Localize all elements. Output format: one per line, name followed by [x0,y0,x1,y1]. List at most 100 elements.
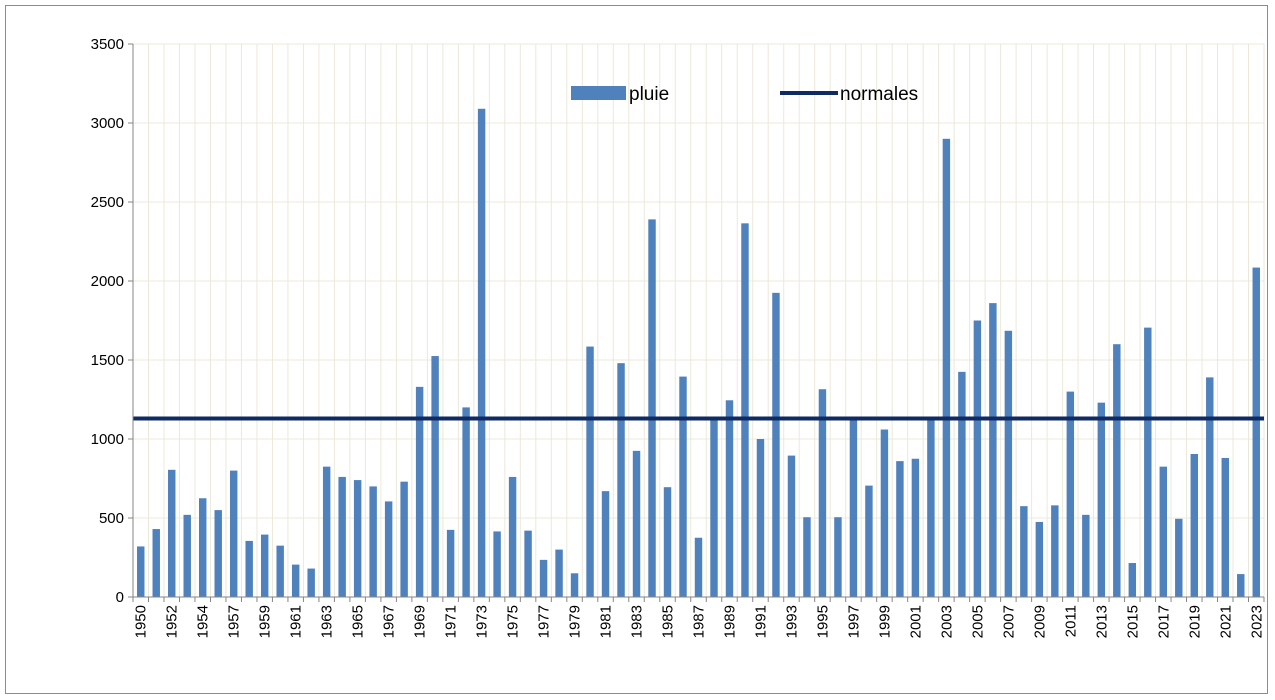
x-tick-label: 1961 [288,605,305,638]
x-tick-label: 1952 [164,605,181,638]
bar-1952 [168,469,176,597]
bar-2000 [896,461,904,597]
x-tick-label: 1969 [412,605,429,638]
bar-1965 [353,480,362,597]
bar-1975 [508,476,517,597]
x-tick-label: 1975 [505,605,522,638]
x-tick-label: 1963 [319,605,336,638]
bar-1969 [415,386,424,597]
bar-1970 [431,356,439,597]
bar-2005 [973,320,982,597]
bar-1957 [229,470,238,597]
x-tick-label: 1991 [752,605,769,638]
x-tick-label: 2019 [1186,605,1203,638]
bar-2021 [1221,457,1229,597]
bar-1951 [152,529,160,597]
x-tick-label: 2009 [1031,605,1048,638]
y-tick-label: 3500 [91,36,124,53]
x-tick-label: 2007 [1000,605,1017,638]
x-tick-label: 2001 [907,605,924,638]
bar-2001 [911,458,920,597]
y-tick-label: 500 [99,510,124,527]
x-tick-label: 2013 [1093,605,1110,638]
x-tick-label: 1965 [350,605,367,638]
bar-2019 [1190,454,1198,597]
bar-1959 [260,534,269,597]
bar-1987 [694,537,703,597]
bar-2011 [1066,391,1075,597]
legend-swatch-pluie [571,86,626,100]
x-tick-label: 1993 [783,605,800,638]
bar-1964 [338,476,346,597]
x-tick-label: 2015 [1124,605,1141,638]
bar-1955 [214,510,222,597]
x-tick-label: 1959 [257,605,274,638]
bar-2009 [1035,521,1044,597]
grid-layer [132,43,1265,598]
bar-1954 [199,498,207,597]
bar-1971 [446,529,455,597]
x-tick-label: 1957 [226,605,243,638]
bar-1958 [245,540,253,597]
bar-2003 [942,138,951,598]
bar-1953 [183,514,191,597]
bar-2020 [1206,377,1214,597]
legend-label-normales: normales [840,84,918,105]
bar-2012 [1082,514,1090,597]
x-tick-label: 1971 [443,605,460,638]
bar-2006 [989,303,997,597]
bar-2016 [1144,327,1152,597]
y-tick-label: 2000 [91,273,124,290]
y-tick-label: 1500 [91,352,124,369]
x-tick-label: 2023 [1248,605,1265,638]
bar-1999 [880,429,889,597]
bar-1982 [617,363,625,597]
x-tick-label: 1995 [814,605,831,638]
bar-1979 [570,573,579,597]
bar-2017 [1159,466,1168,597]
x-tick-label: 1987 [691,605,708,638]
x-tick-label: 1954 [195,605,212,638]
bar-1977 [539,559,548,597]
bar-1995 [818,389,827,597]
chart-canvas: 0 500 1000 1500 2000 2500 3000 3500 1950 1952 1954… [91,36,1266,638]
bar-1996 [834,517,842,597]
bar-2010 [1051,505,1059,597]
x-tick-label: 2017 [1155,605,1172,638]
x-tick-label: 1985 [660,605,677,638]
x-tick-label: 1997 [845,605,862,638]
bar-2014 [1113,344,1121,597]
bar-1986 [679,376,687,597]
bar-1973 [477,108,486,597]
x-tick-label: 1977 [536,605,553,638]
x-tick-label: 1950 [133,605,150,638]
bar-1950 [137,546,145,597]
x-tick-label: 1983 [629,605,646,638]
bar-2002 [927,418,935,597]
bar-1992 [772,292,780,597]
bar-1993 [787,455,796,597]
bars-layer [137,108,1260,598]
bar-1967 [384,501,393,597]
bar-2004 [958,371,966,597]
bar-1990 [741,223,749,597]
x-tick-label: 1999 [876,605,893,638]
bar-2007 [1004,330,1013,597]
bar-1978 [555,549,563,597]
bar-1991 [756,439,765,597]
bar-1997 [849,418,858,597]
bar-1984 [648,219,656,597]
y-tick-label: 2500 [91,194,124,211]
x-tick-label: 2021 [1217,605,1234,638]
chart-frame: 0 500 1000 1500 2000 2500 3000 3500 1950 1952 1954… [5,5,1268,694]
bar-1966 [369,486,377,597]
bar-2008 [1020,506,1028,597]
bar-1981 [601,491,610,597]
bar-1988 [710,418,718,597]
bar-1963 [322,466,331,597]
bar-1974 [493,531,501,597]
bar-1983 [632,450,641,597]
bar-1968 [400,481,408,597]
x-tick-label: 2003 [938,605,955,638]
bar-2022 [1237,574,1245,597]
